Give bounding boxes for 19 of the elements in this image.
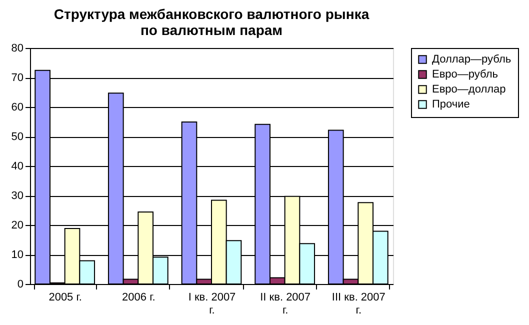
legend-label: Прочие	[432, 98, 470, 110]
x-tick-label: 2006 г.	[122, 292, 156, 304]
chart-title: Структура межбанковского валютного рынка по валютным парам	[54, 6, 370, 38]
y-tick-label: 10	[11, 249, 24, 261]
y-tick-label: 60	[11, 102, 24, 114]
y-tick-label: 30	[11, 190, 24, 202]
x-tick-label: 2005 г.	[48, 292, 82, 304]
x-tick-label: II кв. 2007 г.	[260, 292, 311, 316]
y-tick-label: 20	[11, 220, 24, 232]
y-tick-label: 70	[11, 72, 24, 84]
y-tick-label: 0	[17, 278, 24, 290]
y-tick-label: 40	[11, 160, 24, 172]
x-tick-label: III кв. 2007 г.	[332, 292, 386, 316]
legend-label: Доллар—рубль	[432, 54, 512, 66]
x-tick-label: I кв. 2007 г.	[188, 292, 236, 316]
legend-label: Евро—рубль	[432, 68, 498, 80]
y-tick-label: 80	[11, 42, 24, 54]
y-tick-label: 50	[11, 131, 24, 143]
legend-label: Евро—доллар	[432, 84, 506, 96]
